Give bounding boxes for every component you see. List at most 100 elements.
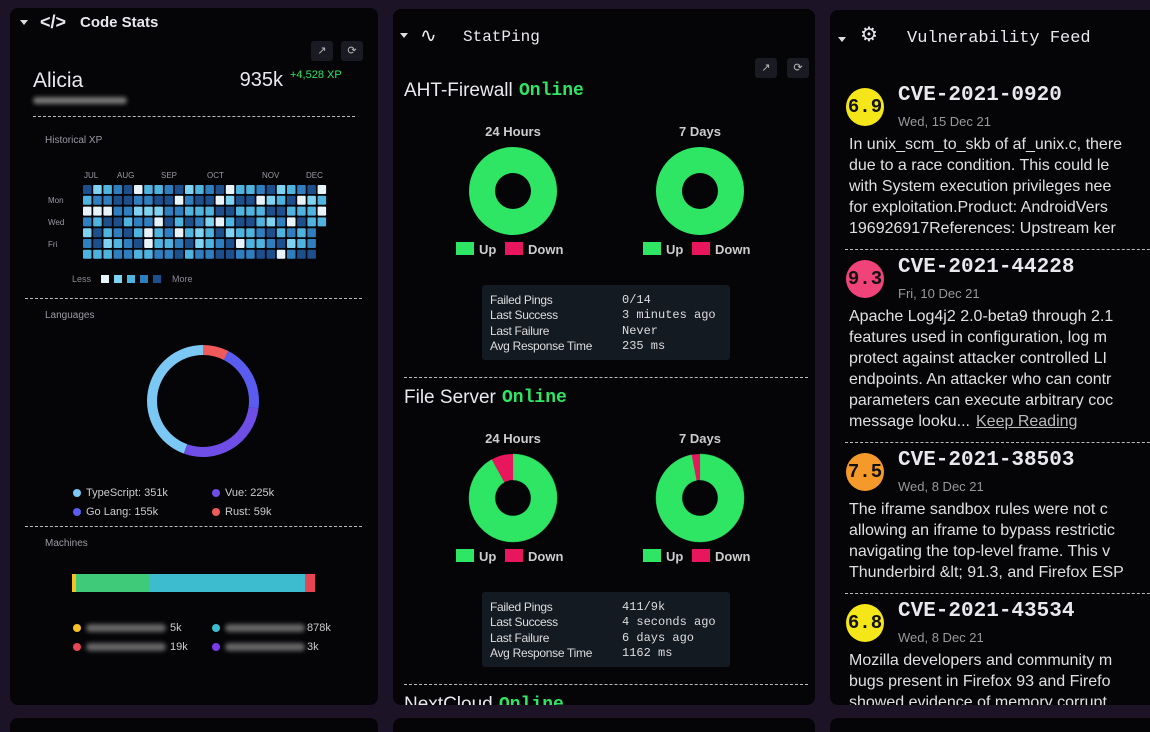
heatmap-cell [185,206,194,216]
heatmap-cell [185,239,194,248]
heatmap-cell [154,228,163,238]
heatmap-cell [225,239,235,248]
heatmap-cell [185,185,194,194]
heatmap-cell [205,249,214,259]
cve-text: bugs present in Firefox 93 and Firefo [849,673,1111,690]
keep-reading-link[interactable]: Keep Reading [976,413,1078,430]
heatmap-cell [144,239,153,248]
legend-dot [212,624,220,632]
code-stats-panel: </> Code Stats ↗ ⟳ Alicia 935k +4,528 XP… [10,8,378,705]
language-segment [223,351,259,409]
heatmap-cell [144,206,153,216]
service-status: Online [502,388,567,408]
downtime-segment [691,454,700,481]
heatmap-cell [195,185,204,194]
heatmap-cell [256,206,265,216]
heatmap-cell [174,228,184,238]
machine-value: 878k [307,622,331,634]
heatmap-cell [93,195,102,205]
heatmap-cell [215,217,225,227]
legend-down: Down [715,549,751,564]
heatmap-cell [164,195,174,205]
heatmap-cell [317,195,327,205]
heatmap-cell [134,206,143,216]
stat-value: 3 minutes ago [622,308,716,323]
legend-swatch [505,242,523,255]
heatmap-cell [134,185,143,194]
cve-date: Fri, 10 Dec 21 [898,286,980,301]
divider [33,116,355,117]
panel-title: Vulnerability Feed [907,29,1091,48]
heatmap-cell [205,228,214,238]
month-label: OCT [207,171,224,180]
heatmap-cell [246,195,255,205]
cve-text: The iframe sandbox rules were not c [849,501,1108,518]
statping-panel: ∿ StatPing ↗ ⟳ AHT-Firewall Online 24 Hour… [393,9,815,705]
legend-swatch [643,549,661,562]
machines-bar [72,574,315,592]
legend-label: Go Lang: 155k [86,506,159,518]
heatmap-cell [134,195,143,205]
legend-swatch [140,275,148,283]
heatmap-cell [215,206,225,216]
period-label: 7 Days [679,431,721,446]
heatmap-cell [256,195,265,205]
stat-value: 235 ms [622,338,666,353]
heatmap-cell [205,195,214,205]
section-label: Languages [45,310,95,321]
heatmap-cell [93,239,102,248]
stat-label: Failed Pings [490,600,553,614]
legend-dot [212,643,220,651]
collapse-arrow[interactable] [400,33,408,38]
next-panel [10,718,378,732]
stat-label: Last Failure [490,323,550,338]
open-button[interactable]: ↗ [755,58,777,78]
heatmap-cell [144,185,153,194]
machine-value: 5k [170,622,182,634]
heatmap-cell [205,217,214,227]
heatmap-cell [154,195,163,205]
stat-label: Avg Response Time [490,338,593,353]
heatmap-cell [287,239,296,248]
heatmap-cell [236,185,245,194]
heatmap-cell [123,217,133,227]
heatmap-cell [185,195,194,205]
heatmap-cell [276,206,286,216]
refresh-button[interactable]: ⟳ [787,58,809,78]
heatmap-cell [266,195,276,205]
collapse-arrow[interactable] [20,20,28,25]
heatmap-cell [236,206,245,216]
heatmap-cell [103,206,112,216]
divider [845,593,1150,594]
heatmap-cell [185,249,194,259]
next-panel [393,718,815,732]
heatmap-cell [236,195,245,205]
collapse-arrow[interactable] [838,37,846,42]
heatmap-cell [205,206,214,216]
heatmap-cell [266,217,276,227]
divider [845,249,1150,250]
blurred-name [225,643,305,651]
heatmap-cell [134,239,143,248]
heatmap-cell [317,185,327,194]
cve-date: Wed, 8 Dec 21 [898,479,984,494]
heatmap-cell [134,249,143,259]
heatmap-cell [123,195,133,205]
heatmap-cell [205,239,214,248]
open-button[interactable]: ↗ [311,41,333,61]
heatmap-cell [256,239,265,248]
legend-up: Up [479,549,497,564]
refresh-button[interactable]: ⟳ [341,41,363,61]
section-label: Machines [45,538,88,549]
heatmap-cell [215,185,225,194]
heatmap-cell [307,185,316,194]
legend-swatch [114,275,122,283]
month-label: JUL [84,171,99,180]
heatmap-cell [266,239,276,248]
divider [404,377,808,378]
divider [845,442,1150,443]
bar-segment [305,574,315,592]
legend-up: Up [666,549,684,564]
user-name: Alicia [33,69,84,92]
